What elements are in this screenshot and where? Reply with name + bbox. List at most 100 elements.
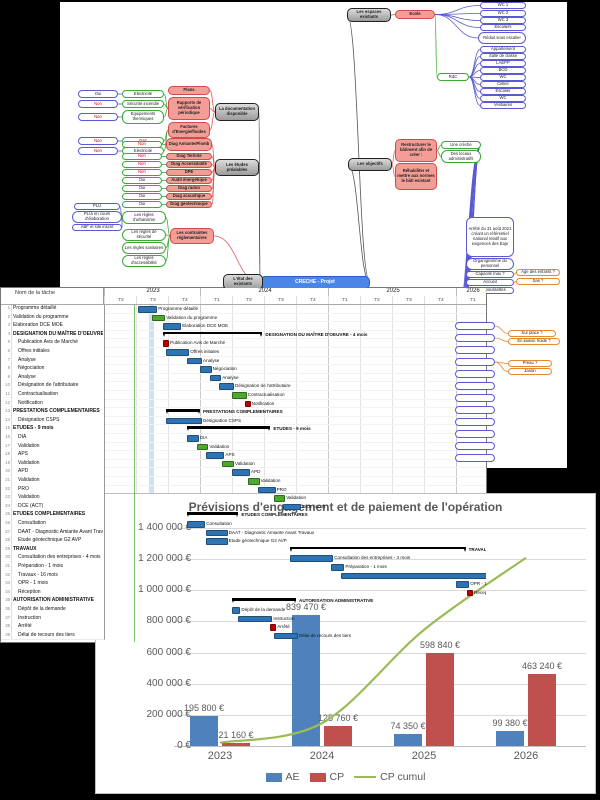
mindmap-node-h3[interactable] [455,358,495,366]
mindmap-node-factures[interactable]: Factures d'Energie/fluides [168,122,210,138]
mindmap-node-h4[interactable] [455,370,495,378]
gantt-task-name[interactable]: Désignation de l'attributaire [18,382,79,389]
gantt-bar-task[interactable] [209,374,222,382]
gantt-task-name[interactable]: Consultation des entreprises - 4 mois [18,554,101,561]
mindmap-node-escs[interactable]: Escaliers [480,24,526,31]
gantt-bar-task[interactable] [166,349,190,356]
gantt-task-name[interactable]: Réception [18,588,41,595]
gantt-task-name[interactable]: Validation [18,494,40,501]
mindmap-node-h0[interactable] [455,322,495,330]
gantt-task-name[interactable]: DIA [18,434,27,440]
mindmap-node-esp[interactable]: Les espaces existants [347,8,391,22]
mindmap-node-wc2[interactable]: WC 2 [480,10,526,17]
gantt-bar-task[interactable] [289,555,334,562]
gantt-task-row[interactable]: 39 Délai de recours des tiers [1,630,105,641]
gantt-bar-task[interactable] [187,357,202,365]
gantt-task-name[interactable]: Contractualisation [18,391,59,397]
gantt-task-name-header[interactable]: Nom de la tâche [1,288,104,304]
gantt-bar-task[interactable] [206,529,228,537]
mindmap-node-h10[interactable] [455,442,495,450]
mindmap-node-gn1[interactable]: Non [122,141,162,148]
mindmap-node-go3[interactable]: Oui [122,193,162,200]
gantt-bar-ok[interactable] [232,392,247,399]
mindmap-node-gn2[interactable]: Non [122,153,162,160]
mindmap-node-dra[interactable]: Diag radon [166,185,212,192]
gantt-bar-task[interactable] [331,564,345,571]
mindmap-node-wc3[interactable]: WC 3 [480,17,526,24]
gantt-bar-sum[interactable] [232,598,296,604]
mindmap-node-orga[interactable]: Organigramme du personnel [466,258,514,270]
mindmap-node-aud[interactable]: Audit énergétique [166,177,212,184]
gantt-task-name[interactable]: ETUDES COMPLEMENTAIRES [13,511,86,518]
mindmap-node-h2[interactable] [455,346,495,354]
gantt-task-name[interactable]: Programme détaillé [13,305,57,311]
mindmap-node-plui[interactable]: PLUi en cours d'élaboration [72,211,122,223]
mindmap-node-ecole[interactable]: Ecole [395,10,435,19]
mindmap-node-reduit[interactable]: Réduit sous escalier [478,32,526,44]
gantt-bar-task[interactable] [206,538,228,545]
mindmap-node-restr[interactable]: Restructurer le bâtiment afin de créer : [395,139,437,162]
gantt-task-name[interactable]: DCE (ACT) [18,502,44,509]
gantt-bar-task[interactable] [219,383,234,390]
gantt-task-name[interactable]: Etude géotechnique G2 AVP [18,537,82,544]
gantt-bar-ok[interactable] [222,460,234,468]
gantt-task-name[interactable]: Préparation - 1 mois [18,563,64,569]
gantt-bar-ok[interactable] [273,495,286,502]
gantt-bar-ok[interactable] [248,478,260,485]
mindmap-node-rurb[interactable]: Les règles d'urbanisme [122,211,166,224]
gantt-task-name[interactable]: Délai de recours des tiers [18,631,75,638]
mindmap-node-locadm[interactable]: Des locaux administratifs [441,150,481,163]
gantt-task-name[interactable]: Validation du programme [13,313,69,320]
gantt-bar-task[interactable] [232,607,241,614]
gantt-task-name[interactable]: DAAT - Diagnostic Amiante Avant Travaux [18,528,103,535]
mindmap-node-arrete[interactable]: Arrêté du 31 août 2021 créant un référen… [466,217,514,257]
mindmap-node-liaison[interactable]: En liaison froide ? [508,338,560,345]
gantt-bar-sum[interactable] [289,546,466,552]
gantt-task-name[interactable]: PRESTATIONS COMPLEMENTAIRES [13,408,100,415]
gantt-task-name[interactable]: Négociation [18,365,45,372]
gantt-bar-task[interactable] [232,469,250,476]
chart-legend-item-ae[interactable]: AE [265,771,300,783]
gantt-bar-task[interactable] [283,503,302,511]
mindmap-node-plu[interactable]: PLU [74,203,120,210]
mindmap-node-n3[interactable]: Non [78,137,118,145]
gantt-task-name[interactable]: Dépôt de la demande [18,606,66,612]
mindmap-node-go4[interactable]: Oui [122,201,162,208]
mindmap-node-h7[interactable] [455,406,495,414]
gantt-task-name[interactable]: Consultation [18,520,46,526]
gantt-bar-task[interactable] [187,521,206,528]
mindmap-node-dso[interactable]: Diag acoustique [166,193,212,200]
gantt-task-name[interactable]: APD [18,468,29,475]
mindmap-node-n1[interactable]: Non [78,100,118,108]
mindmap-node-cellier[interactable]: Cellier [480,81,526,88]
mindmap-node-plans[interactable]: Plans [168,86,210,95]
gantt-bar-ok[interactable] [152,314,166,322]
gantt-task-name[interactable]: DESIGNATION DU MAÎTRE D'OEUVRE - 4 mois [13,330,103,337]
mindmap-node-go2[interactable]: Oui [122,185,162,192]
gantt-task-name[interactable]: Publication Avis de Marché [18,339,78,346]
mindmap-node-gn4[interactable]: Non [122,169,162,176]
mindmap-node-n4[interactable]: Non [78,147,118,155]
gantt-bar-ok[interactable] [196,443,209,451]
mindmap-node-rdc[interactable]: RdC [437,73,469,81]
gantt-bar-task[interactable] [200,366,212,373]
mindmap-node-vest[interactable]: Vestiaires [480,102,526,109]
mindmap-node-obj[interactable]: Les objectifs [348,158,392,171]
mindmap-node-agenf[interactable]: Age des enfants ? [516,269,560,276]
mindmap-node-seci[interactable]: Sécurité incendie [122,100,164,108]
mindmap-node-etudes[interactable]: Les études préalables [215,159,259,176]
gantt-bar-task[interactable] [137,306,158,313]
chart-legend-item-cp[interactable]: CP [309,771,344,783]
gantt-bar-task[interactable] [206,452,225,459]
mindmap-node-h8[interactable] [455,418,495,426]
gantt-bar-task[interactable] [163,323,182,330]
mindmap-node-abf[interactable]: ABF et site inscrit [72,224,122,231]
gantt-bar-task[interactable] [238,615,273,623]
gantt-bar-mile[interactable] [244,400,251,408]
mindmap-node-h6[interactable] [455,394,495,402]
gantt-bar-task[interactable] [166,417,202,425]
gantt-bar-task[interactable] [456,581,470,588]
mindmap-node-h1[interactable] [455,334,495,342]
mindmap-node-accueil[interactable]: Accueil [466,279,514,286]
mindmap-node-gn3[interactable]: Non [122,161,162,168]
